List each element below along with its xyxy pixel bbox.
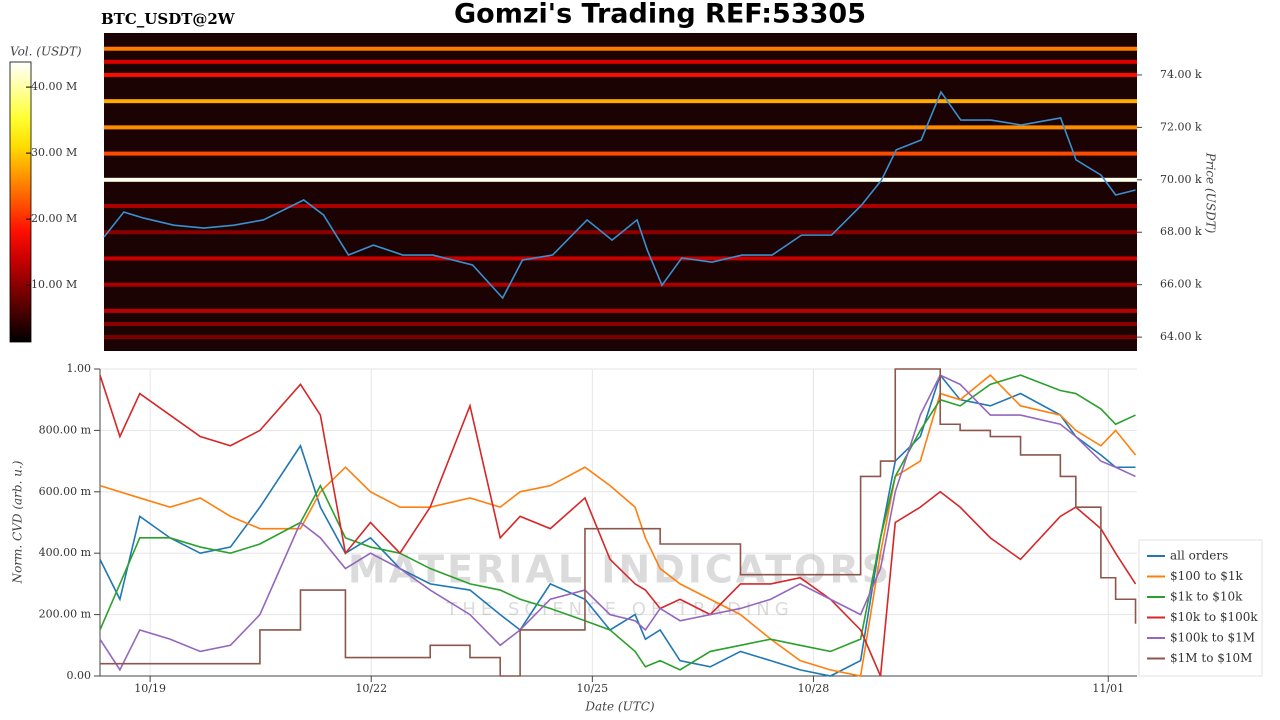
x-tick-label: 10/25 <box>576 682 608 695</box>
watermark-subtitle: THE SCIENCE OF TRADING <box>445 599 793 620</box>
series-line <box>99 373 1136 677</box>
series-line <box>99 374 1137 677</box>
y-tick-label: 800.00 m <box>39 423 92 436</box>
heatmap-band <box>104 256 1137 261</box>
colorbar-tick-label: 40.00 M <box>31 80 77 93</box>
price-line <box>103 90 1136 300</box>
y-tick-label: 0.00 <box>67 669 92 682</box>
y-tick-label: 64.00 k <box>1160 330 1202 343</box>
heatmap-band <box>104 125 1137 130</box>
x-tick-label: 10/22 <box>355 682 387 695</box>
heatmap-band <box>104 177 1137 182</box>
x-axis-label: Date (UTC) <box>584 700 654 714</box>
y-tick-label: 200.00 m <box>39 608 92 621</box>
y-tick-label: 74.00 k <box>1160 68 1202 81</box>
series-line <box>99 374 1137 677</box>
legend-label: $10k to $100k <box>1170 610 1258 624</box>
y-axis-label: Price (USDT) <box>1204 152 1218 234</box>
y-tick-label: 72.00 k <box>1160 120 1202 133</box>
heatmap-band <box>104 99 1137 104</box>
legend-label: $1M to $10M <box>1170 651 1252 665</box>
legend <box>1138 539 1263 677</box>
heatmap-band <box>104 46 1137 51</box>
legend-label: $100k to $1M <box>1170 631 1255 645</box>
series-line <box>99 374 1136 671</box>
y-tick-label: 70.00 k <box>1160 173 1202 186</box>
y-tick-label: 1.00 <box>67 362 92 375</box>
heatmap-band <box>104 282 1137 287</box>
heatmap-band <box>104 151 1137 156</box>
chart-subtitle: BTC_USDT@2W <box>101 10 236 28</box>
series-line <box>100 368 1137 677</box>
heatmap-band <box>104 72 1137 77</box>
heatmap-band <box>104 230 1137 235</box>
heatmap-background <box>104 33 1137 351</box>
y-tick-label: 600.00 m <box>39 485 92 498</box>
chart-title: Gomzi's Trading REF:53305 <box>454 0 866 30</box>
y-tick-label: 400.00 m <box>39 546 92 559</box>
y-tick-label: 66.00 k <box>1160 278 1202 291</box>
colorbar-tick-label: 10.00 M <box>31 278 77 291</box>
legend-label: $1k to $10k <box>1170 590 1243 604</box>
legend-label: $100 to $1k <box>1170 569 1243 583</box>
legend-label: all orders <box>1170 549 1228 563</box>
x-tick-label: 10/28 <box>798 682 830 695</box>
y-axis-label: Norm. CVD (arb. u.) <box>11 460 25 584</box>
colorbar-label: Vol. (USDT) <box>10 45 82 59</box>
colorbar <box>9 61 32 343</box>
colorbar-tick-label: 30.00 M <box>31 146 77 159</box>
heatmap-band <box>104 59 1137 64</box>
heatmap-band <box>104 335 1137 340</box>
y-tick-label: 68.00 k <box>1160 225 1202 238</box>
colorbar-tick-label: 20.00 M <box>31 212 77 225</box>
x-tick-label: 10/19 <box>134 682 166 695</box>
series-line <box>99 374 1136 672</box>
x-tick-label: 11/01 <box>1092 682 1124 695</box>
heatmap-band <box>104 308 1137 313</box>
heatmap-band <box>104 204 1137 209</box>
heatmap-band <box>104 321 1137 326</box>
